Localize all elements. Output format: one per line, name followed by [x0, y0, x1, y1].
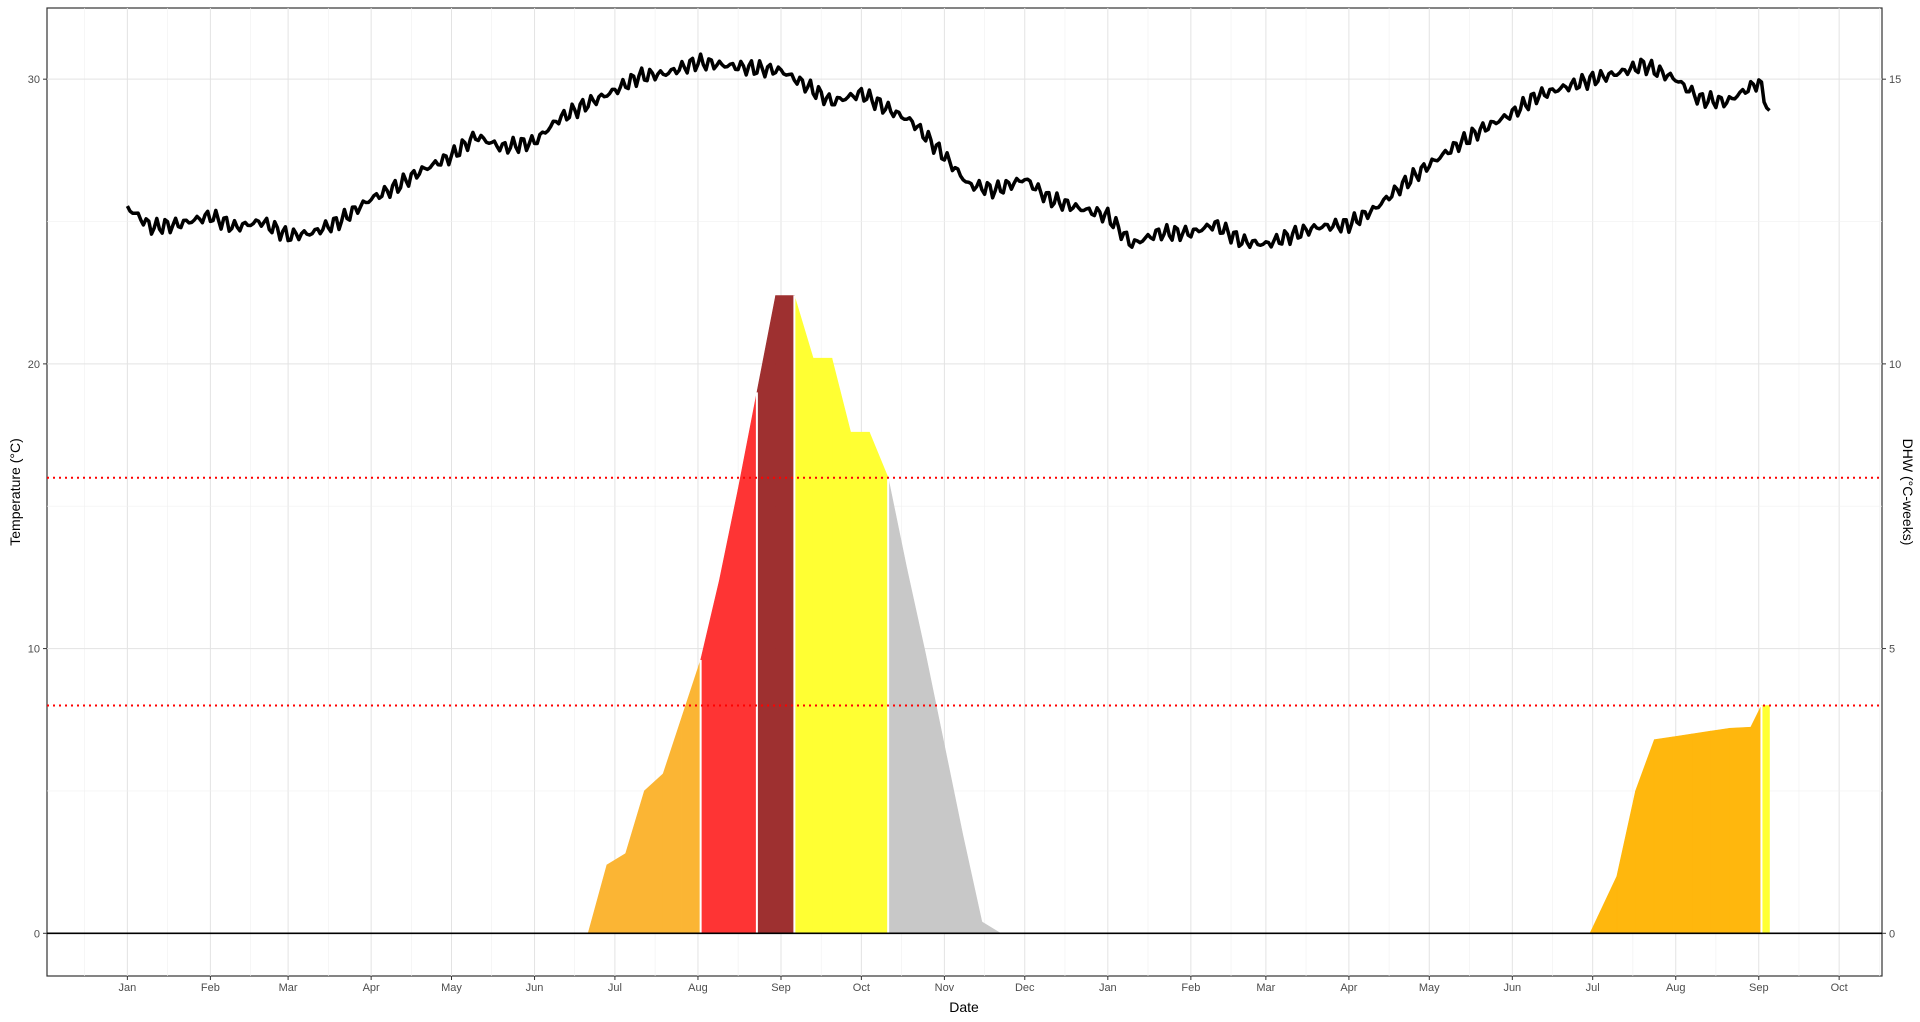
x-tick-label: Oct [853, 982, 870, 994]
x-tick-label: Aug [688, 982, 708, 994]
dhw-area-segment [1710, 727, 1730, 934]
x-tick-label: May [441, 982, 462, 994]
y-axis-right-title: DHW (°C-weeks) [1900, 439, 1916, 546]
x-tick-label: Apr [363, 982, 380, 994]
y-right-tick-label: 5 [1889, 644, 1895, 656]
y-right-tick-label: 15 [1889, 74, 1901, 86]
y-axis-left-title: Temperature (°C) [7, 438, 23, 546]
x-tick-label: Mar [1256, 982, 1275, 994]
x-tick-label: Nov [935, 982, 955, 994]
x-tick-label: Feb [201, 982, 220, 994]
y-left-tick-label: 30 [28, 74, 40, 86]
x-tick-label: Jul [1586, 982, 1600, 994]
x-tick-label: Sep [1749, 982, 1769, 994]
dhw-area-segment [1672, 733, 1693, 934]
y-left-tick-label: 20 [28, 359, 40, 371]
x-tick-label: Dec [1015, 982, 1035, 994]
y-right-tick-label: 0 [1889, 928, 1895, 940]
dhw-area-segment [1750, 705, 1762, 934]
x-tick-label: Jun [1503, 982, 1521, 994]
dhw-area-segment [606, 853, 626, 934]
x-tick-label: Jun [526, 982, 544, 994]
temperature-line [125, 52, 1771, 250]
x-tick-label: Feb [1181, 982, 1200, 994]
grid [47, 8, 1882, 976]
dhw-area-segment [812, 357, 833, 934]
dhw-area-segment [1691, 730, 1711, 934]
dhw-area-segment [869, 432, 889, 934]
x-tick-label: Jul [608, 982, 622, 994]
x-tick-label: May [1419, 982, 1440, 994]
x-tick-label: Mar [279, 982, 298, 994]
dhw-area-segment [831, 358, 851, 934]
dhw-area-segment [644, 773, 664, 934]
x-tick-label: Apr [1340, 982, 1357, 994]
x-tick-label: Oct [1831, 982, 1848, 994]
x-tick-label: Aug [1666, 982, 1686, 994]
plot-panel [46, 7, 1883, 977]
x-tick-label: Sep [771, 982, 791, 994]
reference-lines [47, 476, 1882, 935]
dhw-area-segment [1653, 736, 1674, 934]
dhw-area-segment [756, 295, 776, 934]
dhw-area-segment [850, 431, 870, 934]
dhw-areas [587, 295, 1770, 934]
x-axis-title: Date [949, 999, 979, 1015]
y-right-tick-label: 10 [1889, 359, 1901, 371]
dhw-area-segment [1729, 726, 1752, 934]
axis-ticks: Jan Feb Mar Apr May Jun Jul Aug Sep Oct Nov Dec Jan F… [28, 74, 1902, 994]
dhw-area-segment [794, 295, 814, 934]
x-tick-label: Jan [118, 982, 136, 994]
y-left-tick-label: 0 [34, 928, 40, 940]
x-tick-label: Jan [1099, 982, 1117, 994]
dhw-area-segment [737, 392, 758, 934]
dhw-area-segment [1761, 705, 1770, 934]
dhw-area-segment [775, 295, 795, 934]
temperature-series [125, 52, 1771, 250]
y-left-tick-label: 10 [28, 644, 40, 656]
